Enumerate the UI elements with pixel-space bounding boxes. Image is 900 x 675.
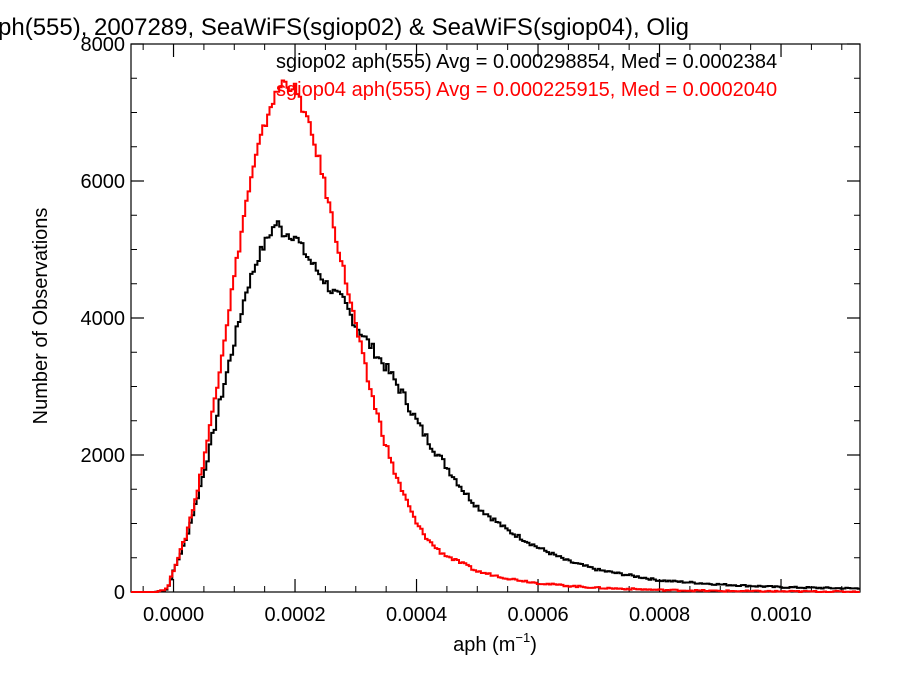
y-tick-label: 2000 xyxy=(81,445,126,467)
y-tick-label: 8000 xyxy=(81,34,126,56)
y-axis-label: Number of Observations xyxy=(30,208,52,425)
x-tick-label: 0.0010 xyxy=(750,604,811,626)
x-axis-label-text: aph (m xyxy=(453,634,515,656)
x-tick-label: 0.0008 xyxy=(629,604,690,626)
x-tick-label: 0.0002 xyxy=(264,604,325,626)
y-tick-label: 4000 xyxy=(81,308,126,330)
x-tick-label: 0.0000 xyxy=(143,604,204,626)
x-axis-label-superscript: −1 xyxy=(515,630,530,645)
legend-annotation-sgiop02: sgiop02 aph(555) Avg = 0.000298854, Med … xyxy=(276,51,777,73)
series-line-sgiop04 xyxy=(131,79,860,593)
y-tick-label: 0 xyxy=(114,582,125,604)
y-tick-label: 6000 xyxy=(81,171,126,193)
legend-annotation-sgiop04: sgiop04 aph(555) Avg = 0.000225915, Med … xyxy=(276,79,777,101)
tick-labels: 0.0000 0.0002 0.0004 0.0006 0.0008 0.0010 0 200… xyxy=(81,34,812,626)
series-line-sgiop02 xyxy=(131,220,860,593)
x-tick-label: 0.0004 xyxy=(386,604,447,626)
x-tick-label: 0.0006 xyxy=(507,604,568,626)
chart-title: ph(555), 2007289, SeaWiFS(sgiop02) & Sea… xyxy=(0,14,689,41)
x-axis-label: aph (m−1) xyxy=(453,630,537,656)
series-layer xyxy=(131,79,860,593)
x-axis-label-close: ) xyxy=(530,634,537,656)
